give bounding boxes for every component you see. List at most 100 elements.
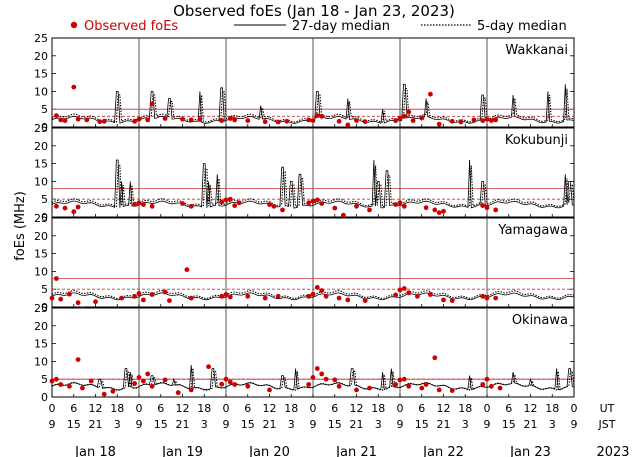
observed-point (336, 118, 342, 124)
observed-point (262, 295, 268, 301)
y-tick-label: 20 (34, 320, 48, 333)
observed-point (306, 293, 312, 299)
year-label: 2023 (596, 445, 629, 457)
observed-point (149, 292, 155, 297)
observed-point (401, 376, 407, 382)
jst-tick-label: 21 (437, 418, 451, 431)
observed-point (428, 292, 433, 297)
observed-point (484, 295, 490, 301)
observed-point (101, 118, 107, 124)
y-tick-label: 5 (41, 283, 48, 296)
observed-point (136, 200, 142, 206)
observed-point (441, 297, 446, 303)
observed-point (314, 197, 320, 203)
y-tick-label: 20 (34, 140, 48, 153)
observed-point (393, 202, 398, 207)
observed-point (306, 382, 312, 387)
observed-point (54, 376, 59, 382)
observed-point (149, 101, 155, 107)
y-tick-label: 0 (41, 391, 48, 404)
day-label: Jan 20 (248, 445, 290, 457)
observed-point (223, 197, 229, 203)
y-axis-label: foEs (MHz) (13, 191, 28, 261)
observed-point (428, 91, 433, 97)
observed-point (71, 84, 77, 90)
ut-tick-label: 18 (458, 402, 472, 415)
observed-point (141, 297, 146, 303)
observed-point (354, 387, 359, 393)
station-name: Wakkanai (505, 43, 568, 58)
ut-tick-label: 6 (418, 402, 425, 415)
observed-point (341, 212, 346, 218)
station-name: Okinawa (512, 313, 568, 328)
y-tick-label: 15 (34, 338, 48, 351)
observed-point (458, 119, 464, 125)
ut-tick-label: 12 (263, 402, 277, 415)
observed-point (406, 383, 412, 389)
observed-point (345, 297, 351, 303)
observed-point (162, 377, 168, 383)
ut-tick-label: 12 (350, 402, 364, 415)
y-tick-label: 5 (41, 373, 48, 386)
jst-tick-label: 9 (136, 418, 143, 431)
observed-point (132, 118, 138, 124)
panel-okinawa: 0 5 10 15 20 25 Okinawa (34, 302, 575, 404)
observed-point (401, 113, 407, 119)
day-label: Jan 19 (161, 445, 203, 457)
panel-wakkanai: 0 5 10 15 20 25 Wakkanai (34, 32, 575, 134)
ut-tick-label: 18 (371, 402, 385, 415)
observed-point (415, 293, 420, 299)
observed-point (484, 205, 490, 211)
jst-tick-label: 9 (397, 418, 404, 431)
y-tick-label: 10 (34, 85, 48, 98)
y-tick-label: 25 (34, 32, 48, 45)
observed-point (406, 109, 412, 115)
observed-point (227, 294, 233, 300)
observed-point (54, 203, 59, 209)
legend-observed-marker (70, 21, 78, 29)
y-tick-label: 0 (41, 121, 48, 134)
observed-point (262, 119, 268, 125)
ut-tick-label: 18 (545, 402, 559, 415)
series-median5 (51, 165, 575, 208)
observed-point (484, 116, 490, 122)
y-tick-label: 15 (34, 158, 48, 171)
legend: Observed foEs 27-day median 5-day median (70, 19, 567, 34)
observed-point (84, 117, 90, 123)
jst-tick-label: 3 (114, 418, 121, 431)
ut-axis-label: UT (600, 402, 615, 415)
observed-point (245, 118, 251, 123)
ut-tick-label: 18 (284, 402, 298, 415)
y-tick-label: 5 (41, 103, 48, 116)
jst-tick-label: 21 (350, 418, 364, 431)
ut-tick-label: 6 (157, 402, 164, 415)
observed-point (489, 118, 494, 123)
observed-point (49, 295, 55, 301)
observed-point (62, 118, 68, 123)
observed-point (319, 288, 325, 293)
observed-point (219, 199, 225, 205)
jst-tick-label: 9 (484, 418, 491, 431)
y-tick-label: 10 (34, 355, 48, 368)
observed-point (280, 207, 285, 213)
observed-point (393, 382, 398, 387)
ut-tick-label: 6 (505, 402, 512, 415)
observed-point (489, 383, 494, 389)
observed-point (75, 116, 81, 122)
legend-observed-label: Observed foEs (84, 19, 178, 34)
y-tick-label: 0 (41, 301, 48, 314)
y-tick-label: 10 (34, 265, 48, 278)
observed-point (54, 276, 59, 281)
observed-point (436, 387, 442, 393)
jst-tick-label: 15 (241, 418, 255, 431)
ut-tick-label: 18 (197, 402, 211, 415)
observed-point (188, 387, 194, 393)
jst-tick-label: 9 (49, 418, 56, 431)
y-tick-label: 20 (34, 230, 48, 243)
observed-point (71, 209, 77, 215)
observed-point (314, 366, 320, 371)
observed-point (367, 207, 372, 213)
jst-tick-label: 9 (571, 418, 578, 431)
observed-point (145, 371, 151, 377)
observed-point (275, 119, 281, 125)
